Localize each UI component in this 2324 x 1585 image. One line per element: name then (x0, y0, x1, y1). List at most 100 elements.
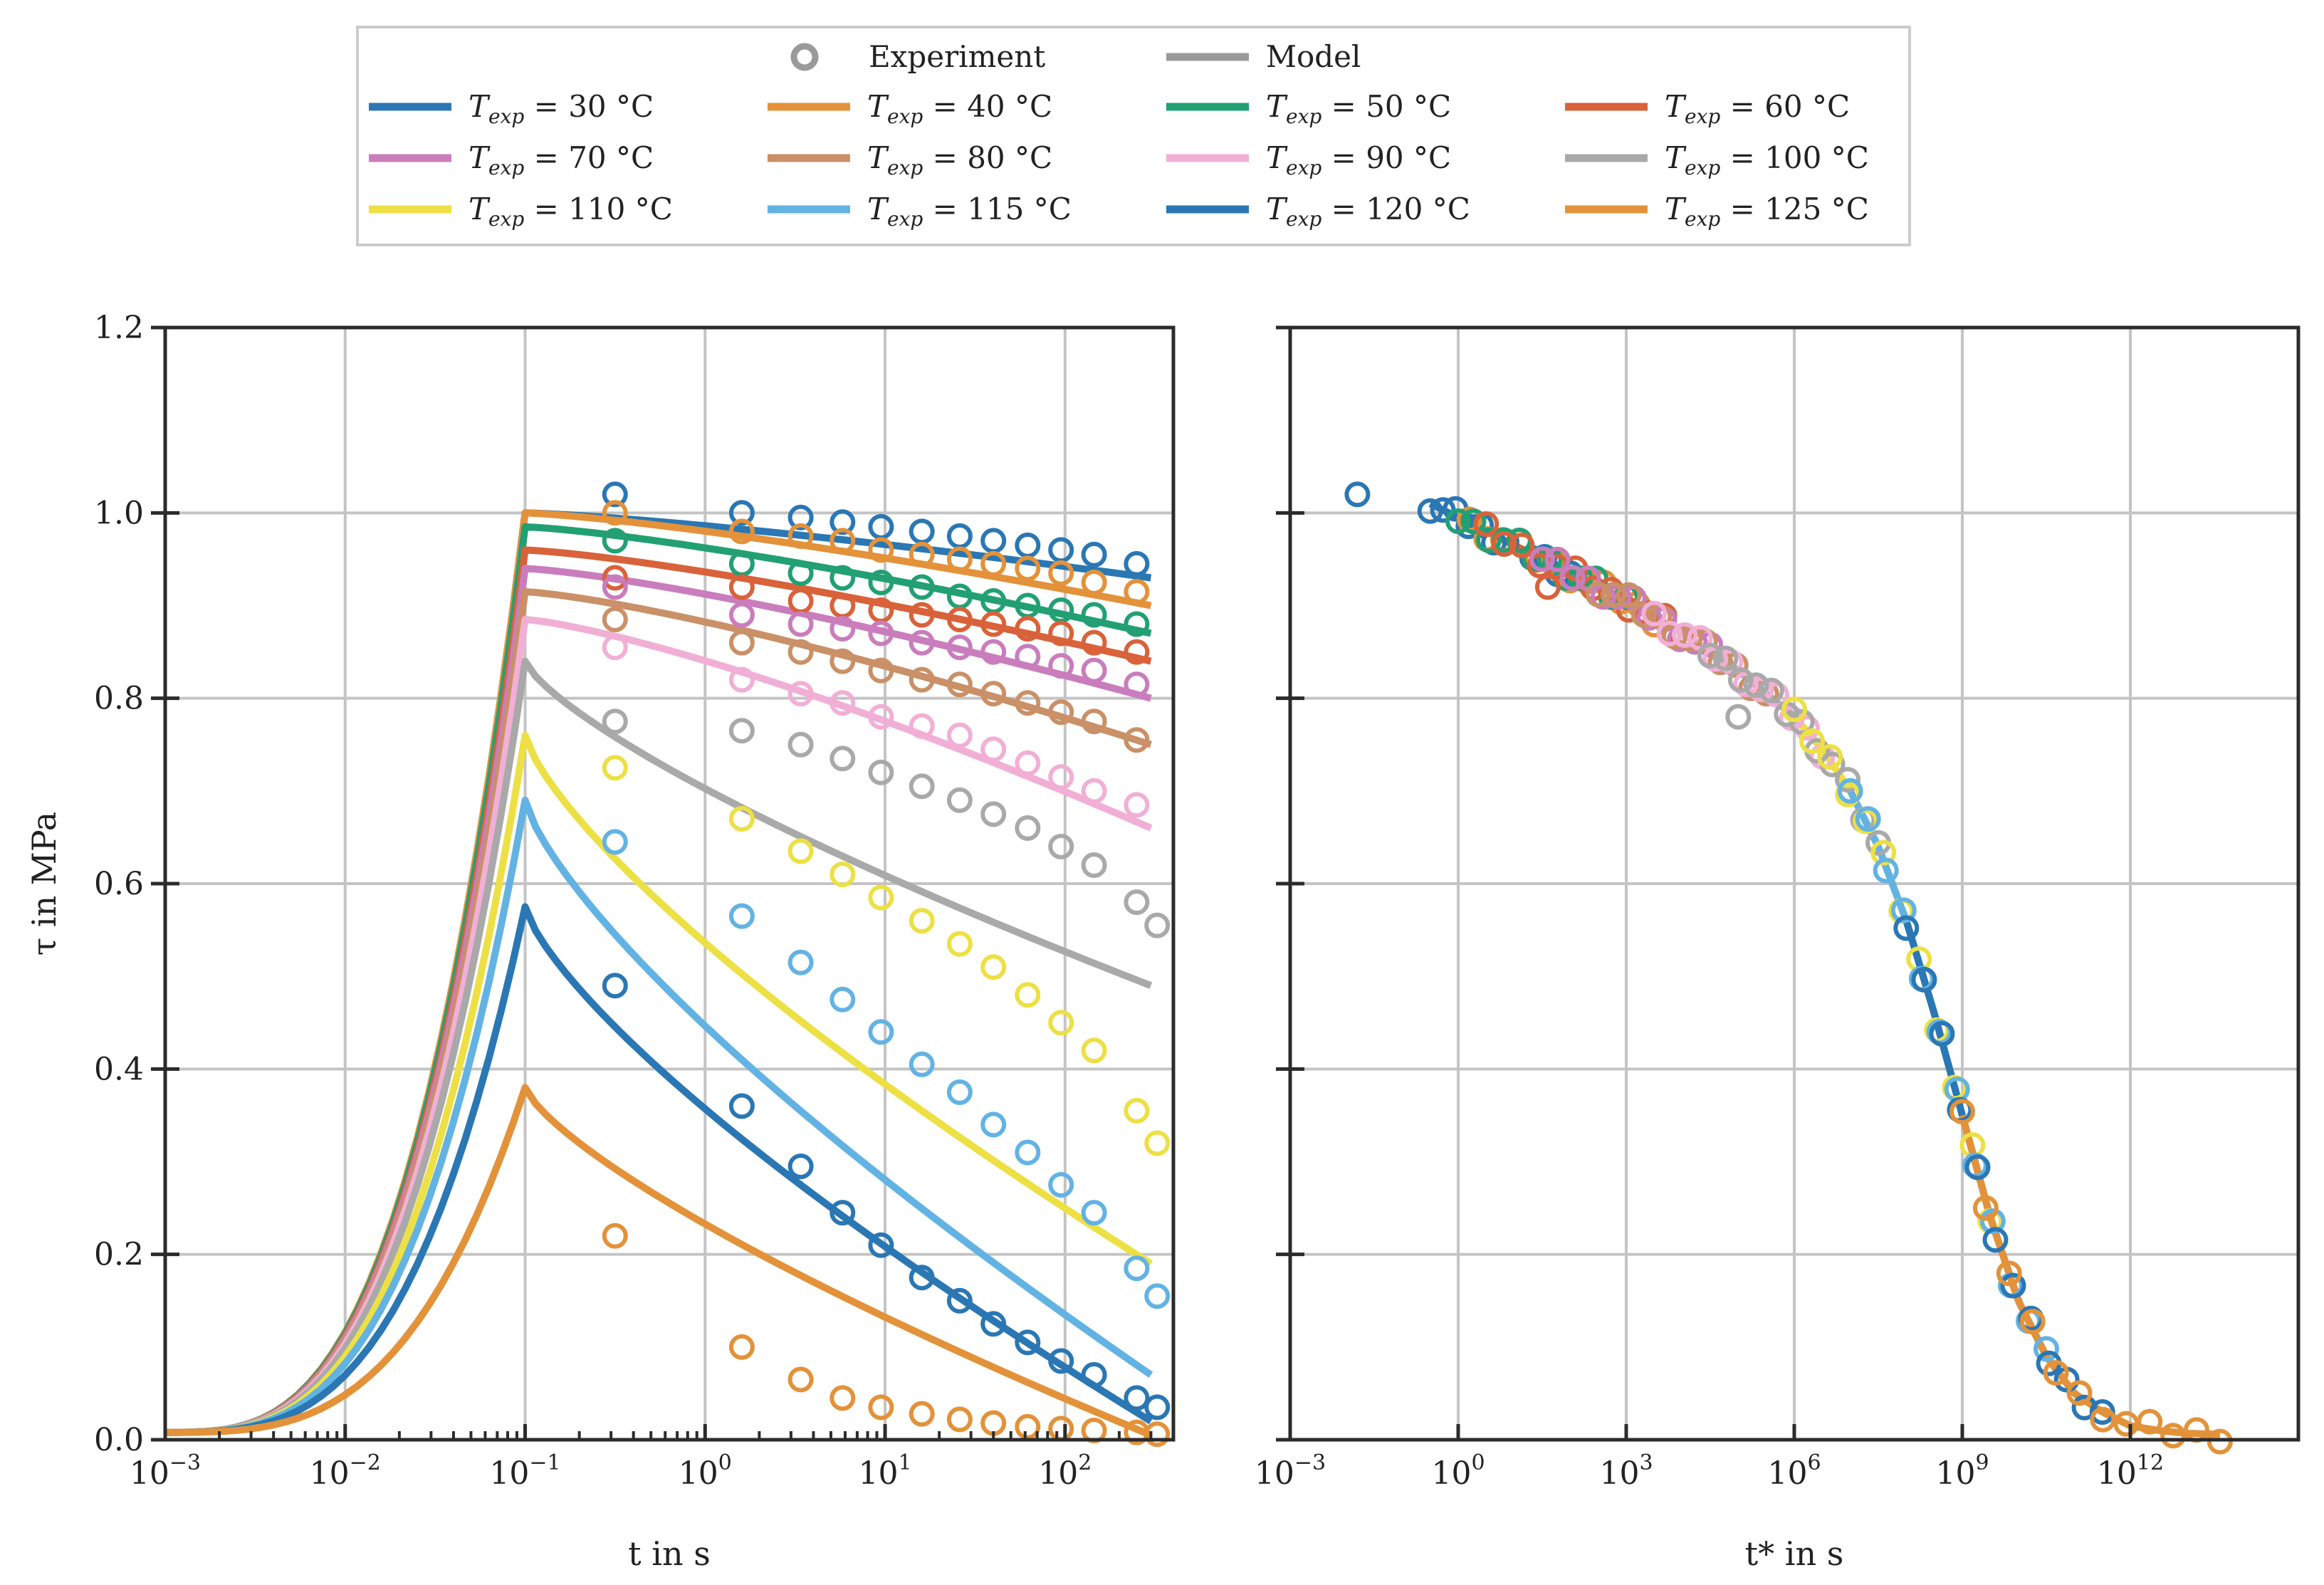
right-exp-point (1758, 677, 1784, 703)
left-model-line (165, 731, 1153, 1436)
right-exp-point (1949, 1099, 1975, 1125)
left-y-tick-label: 0.2 (94, 1237, 144, 1273)
left-exp-point (946, 607, 973, 632)
left-exp-point (728, 500, 755, 526)
right-x-axis-label: t* in s (1745, 1534, 1844, 1573)
left-exp-point (602, 708, 628, 735)
left-exp-point (1048, 653, 1074, 679)
right-exp-point (1799, 728, 1825, 754)
right-exp-point (1460, 508, 1487, 535)
left-exp-point (946, 931, 973, 957)
right-exp-point (1445, 508, 1471, 534)
right-model-line (1959, 1114, 2220, 1438)
legend-entry-label: Texp = 40 °C (867, 89, 1052, 128)
legend-model-label: Model (1266, 39, 1361, 74)
left-exp-point (980, 611, 1007, 637)
left-exp-point (946, 722, 973, 748)
legend-entry-label: Texp = 70 °C (469, 140, 654, 179)
right-exp-point (1873, 857, 1899, 884)
left-exp-point (728, 805, 755, 832)
left-exp-point (868, 759, 894, 785)
left-exp-point (602, 634, 628, 661)
right-exp-point (1855, 806, 1881, 832)
left-exp-point (868, 620, 894, 647)
left-x-tick-label: 10−2 (310, 1450, 381, 1492)
left-x-axis-label: t in s (628, 1534, 711, 1573)
left-exp-point (868, 570, 894, 595)
right-exp-point (1697, 642, 1723, 669)
right-exp-point (2066, 1380, 2093, 1406)
left-exp-point (602, 1223, 628, 1249)
left-exp-point (946, 1079, 973, 1105)
left-exp-point (1048, 1348, 1074, 1374)
left-exp-point (787, 611, 814, 637)
left-exp-point (602, 528, 628, 554)
right-exp-point (1544, 546, 1571, 572)
legend-entry-label: Texp = 110 °C (469, 192, 673, 231)
left-exp-point (1015, 616, 1041, 642)
left-exp-point (1124, 1097, 1150, 1124)
right-exp-point (1743, 672, 1769, 699)
left-exp-point (868, 657, 894, 684)
left-exp-point (1048, 1416, 1074, 1442)
right-exp-point (1733, 671, 1759, 697)
left-exp-point (728, 666, 755, 693)
left-exp-point (728, 602, 755, 628)
left-exp-point (602, 500, 628, 526)
left-exp-point (1048, 1010, 1074, 1036)
right-exp-point (1616, 582, 1642, 608)
left-exp-point (1124, 727, 1150, 753)
left-exp-point (602, 481, 628, 508)
left-exp-point (1048, 833, 1074, 859)
legend-entry-label: Texp = 90 °C (1266, 140, 1451, 179)
right-exp-point (1870, 839, 1897, 866)
chart-left: 0.0 0.2 0.4 0.6 0.8 1.0 1.2 10−3 10−2 10−1 100 101 1… (25, 310, 1176, 1573)
left-exp-point (728, 574, 755, 600)
left-exp-point (1081, 1037, 1107, 1064)
left-x-tick-label: 101 (859, 1450, 912, 1492)
left-y-tick-label: 1.0 (94, 495, 144, 531)
left-model-line (165, 657, 1153, 1436)
left-model-line (165, 546, 1152, 1436)
left-exp-point (946, 634, 973, 661)
right-exp-point (1748, 676, 1774, 703)
right-exp-point (1585, 581, 1611, 607)
legend-experiment-marker (790, 43, 819, 71)
left-exp-point (602, 607, 628, 632)
right-exp-point (1929, 1020, 1955, 1047)
left-y-tick-label: 0.0 (94, 1422, 144, 1458)
left-exp-point (946, 1406, 973, 1433)
left-exp-point (787, 588, 814, 614)
left-exp-point (1048, 699, 1074, 726)
left-exp-point (1048, 537, 1074, 563)
left-exp-point (1048, 1172, 1074, 1198)
left-exp-point (1124, 1255, 1150, 1282)
left-exp-point (829, 746, 856, 772)
right-exp-point (2000, 1272, 2026, 1299)
left-exp-point (909, 1051, 935, 1077)
left-exp-point (946, 671, 973, 698)
right-x-tick-label: 10−3 (1255, 1450, 1326, 1492)
chart-right: 10−3 100 103 106 109 1012 t* in s (1255, 325, 2301, 1573)
left-exp-point (728, 1334, 755, 1360)
right-x-tick-label: 109 (1935, 1450, 1989, 1492)
left-exp-point (1015, 1329, 1041, 1356)
left-exp-point (602, 755, 628, 781)
right-exp-point (1817, 744, 1843, 770)
left-y-tick-label: 1.2 (94, 310, 144, 346)
right-exp-point (1725, 703, 1752, 730)
left-model-line (165, 903, 1153, 1436)
left-x-tick-label: 102 (1038, 1450, 1092, 1492)
left-exp-point (1081, 708, 1107, 735)
left-exp-point (946, 523, 973, 549)
left-exp-point (787, 639, 814, 665)
left-exp-point (1081, 778, 1107, 804)
left-exp-point (602, 973, 628, 999)
left-exp-point (1124, 792, 1150, 818)
left-exp-point (787, 1366, 814, 1393)
left-exp-point (868, 703, 894, 730)
right-exp-point (1417, 498, 1443, 524)
left-exp-point (980, 1311, 1007, 1337)
left-exp-point (787, 681, 814, 707)
left-exp-point (829, 690, 856, 716)
